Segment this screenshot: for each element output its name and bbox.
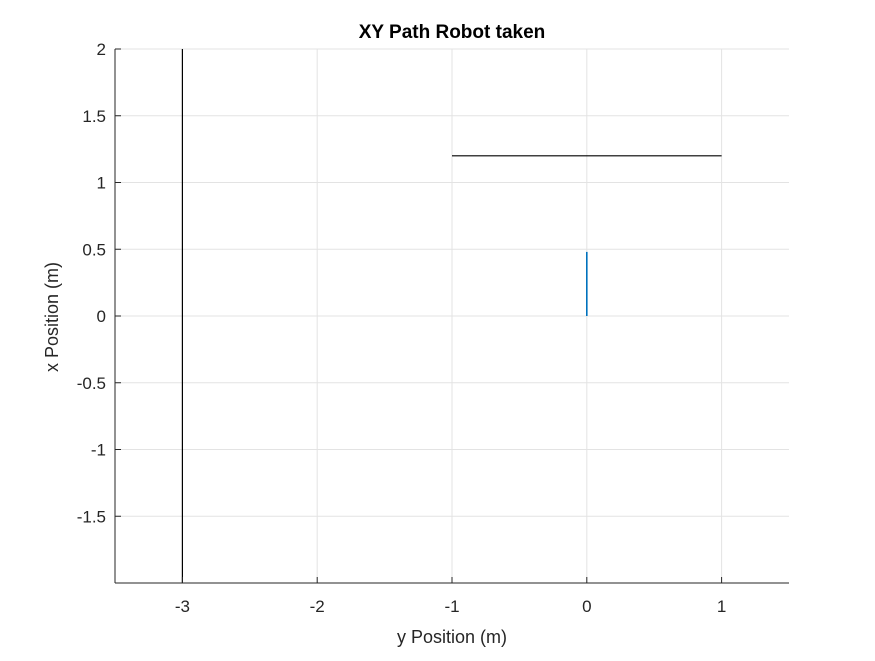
grid bbox=[115, 48, 789, 583]
chart-title: XY Path Robot taken bbox=[359, 22, 546, 43]
ticks: -3 -2 -1 0 1 2 1.5 1 0.5 0 -0.5 -1 -1.5 bbox=[77, 40, 727, 616]
y-tick-label: 0.5 bbox=[82, 240, 106, 259]
y-tick-label: 2 bbox=[97, 40, 106, 59]
y-tick-label: -0.5 bbox=[77, 374, 106, 393]
series-layer bbox=[181, 49, 722, 583]
y-tick-label: 1.5 bbox=[82, 107, 106, 126]
x-tick-label: 1 bbox=[717, 597, 726, 616]
y-tick-label: -1.5 bbox=[77, 507, 106, 526]
x-tick-label: -1 bbox=[444, 597, 459, 616]
y-tick-label: 1 bbox=[97, 174, 106, 193]
y-tick-label: -1 bbox=[91, 441, 106, 460]
x-tick-label: -2 bbox=[310, 597, 325, 616]
y-tick-label: 0 bbox=[97, 307, 106, 326]
y-axis-label: x Position (m) bbox=[42, 262, 62, 372]
x-tick-label: 0 bbox=[582, 597, 591, 616]
x-tick-label: -3 bbox=[175, 597, 190, 616]
x-axis-label: y Position (m) bbox=[397, 627, 507, 647]
